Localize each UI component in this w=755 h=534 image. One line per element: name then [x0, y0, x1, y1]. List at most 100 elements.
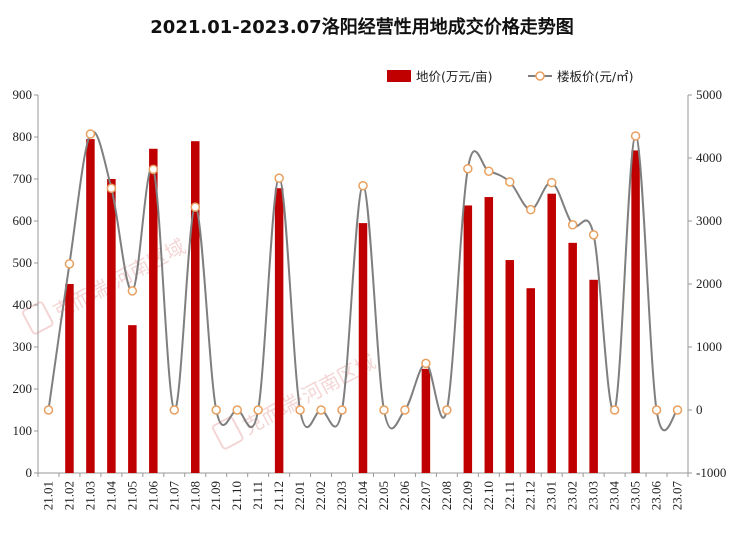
bar-series	[65, 139, 640, 474]
x-tick-label: 22.12	[523, 481, 538, 510]
y-left-tick-label: 200	[13, 381, 33, 396]
legend-bar-label: 地价(万元/亩)	[416, 69, 492, 84]
line-point	[588, 230, 599, 240]
line-point	[463, 163, 473, 174]
line-point	[567, 220, 578, 230]
x-tick-label: 22.05	[376, 481, 391, 510]
line-point	[85, 129, 96, 139]
y-right-tick-label: 4000	[696, 150, 722, 165]
line-point	[421, 358, 431, 369]
line-point	[232, 405, 242, 415]
line-point	[274, 173, 284, 183]
y-left-tick-label: 700	[13, 171, 33, 186]
x-tick-label: 23.05	[628, 481, 643, 510]
x-tick-label: 21.11	[250, 481, 265, 510]
line-point	[106, 183, 117, 193]
y-left-tick-label: 0	[26, 465, 33, 480]
legend-line-label: 楼板价(元/㎡)	[557, 69, 633, 84]
x-tick-label: 22.03	[334, 481, 349, 510]
legend-bar-swatch	[387, 70, 411, 82]
axes: 0 100 200 300 400 500 600 700 800 900 -1000 0 1000 20…	[13, 87, 727, 510]
y-left-tick-label: 100	[13, 423, 33, 438]
x-tick-label: 21.02	[61, 481, 76, 510]
line-point	[64, 259, 75, 269]
y-right-tick-label: -1000	[696, 465, 726, 480]
line-point	[379, 405, 389, 415]
line-point	[630, 131, 641, 141]
line-point	[316, 405, 326, 415]
x-tick-label: 23.01	[544, 481, 559, 510]
bar	[526, 288, 535, 473]
x-tick-label: 22.06	[397, 481, 412, 511]
bar	[86, 139, 95, 473]
bar	[358, 223, 368, 473]
bar	[274, 188, 284, 474]
line-point	[400, 405, 410, 415]
line-point	[295, 405, 305, 415]
line-point	[43, 405, 54, 415]
line-point	[484, 166, 494, 176]
bar	[631, 150, 640, 473]
line-point	[442, 405, 452, 415]
legend-line-marker	[535, 71, 545, 81]
line-point	[505, 177, 515, 187]
bar	[107, 179, 116, 473]
y-left-tick-label: 900	[13, 87, 33, 102]
x-tick-label: 21.07	[166, 481, 181, 511]
x-tick-label: 23.02	[565, 481, 580, 510]
bar	[65, 284, 74, 473]
y-left-tick-label: 800	[13, 129, 33, 144]
bar	[589, 279, 598, 473]
x-tick-label: 21.04	[103, 481, 118, 511]
bar	[421, 368, 431, 473]
x-tick-label: 21.08	[187, 481, 202, 510]
line-point	[609, 405, 620, 415]
watermark-logo-box	[211, 416, 244, 450]
x-tick-label: 21.06	[145, 481, 160, 511]
x-tick-label: 22.09	[460, 481, 475, 510]
y-right-tick-label: 5000	[696, 87, 722, 102]
x-tick-label: 21.05	[124, 481, 139, 510]
x-tick-label: 22.02	[313, 481, 328, 510]
legend: 地价(万元/亩) 楼板价(元/㎡)	[387, 69, 633, 84]
x-tick-label: 22.10	[481, 481, 496, 510]
bar	[505, 260, 515, 473]
line-point	[253, 405, 263, 415]
bar	[463, 205, 473, 473]
bar	[547, 193, 556, 473]
bar	[128, 325, 137, 473]
line-point	[525, 204, 536, 215]
x-tick-label: 22.01	[292, 481, 307, 510]
y-right-tick-label: 3000	[696, 213, 722, 228]
x-tick-label: 21.10	[229, 481, 244, 510]
x-tick-label: 23.07	[670, 481, 685, 511]
x-tick-label: 22.04	[355, 481, 370, 511]
x-tick-label: 21.03	[82, 481, 97, 510]
watermark-logo-box	[21, 301, 54, 335]
y-right-tick-label: 2000	[696, 276, 722, 291]
bar	[484, 197, 494, 473]
line-point	[211, 405, 221, 415]
line-point	[169, 405, 180, 415]
y-right-tick-label: 0	[696, 402, 703, 417]
bar	[568, 242, 577, 473]
x-tick-label: 21.12	[271, 481, 286, 510]
y-left-tick-label: 500	[13, 255, 33, 270]
chart-title: 2021.01-2023.07洛阳经营性用地成交价格走势图	[150, 16, 573, 38]
x-tick-label: 22.07	[418, 481, 433, 511]
x-tick-label: 21.09	[208, 481, 223, 510]
x-tick-label: 23.06	[649, 481, 664, 511]
y-right-tick-label: 1000	[696, 339, 722, 354]
line-point	[337, 405, 347, 415]
x-tick-label: 22.11	[502, 481, 517, 510]
y-left-tick-label: 600	[13, 213, 33, 228]
line-point	[651, 405, 662, 415]
line-point	[190, 202, 201, 212]
bar	[191, 141, 200, 473]
line-point	[672, 405, 683, 415]
bar	[149, 148, 158, 473]
x-tick-label: 23.04	[607, 481, 622, 511]
